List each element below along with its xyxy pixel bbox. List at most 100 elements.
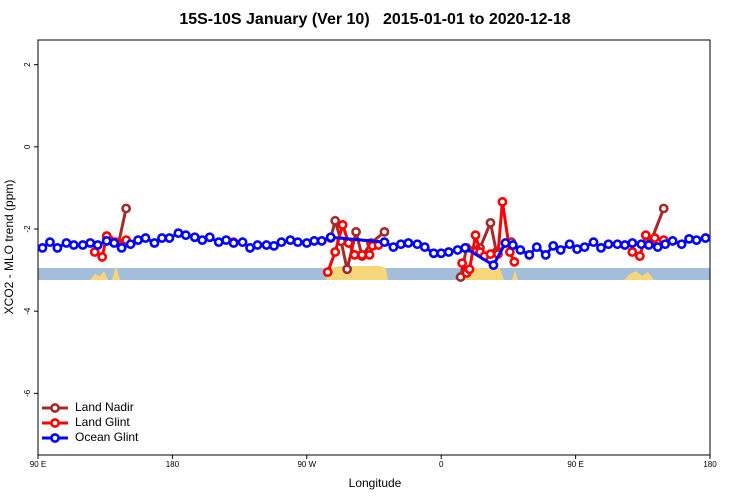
data-point xyxy=(658,203,669,214)
data-point xyxy=(52,243,63,253)
data-point xyxy=(85,238,96,248)
data-point xyxy=(276,237,287,248)
data-point xyxy=(464,264,475,275)
data-point xyxy=(330,247,341,257)
data-point xyxy=(443,247,454,257)
land-shape xyxy=(326,266,388,280)
data-point xyxy=(500,238,511,248)
data-point xyxy=(97,252,108,262)
data-point xyxy=(364,249,375,260)
data-point xyxy=(636,239,647,250)
data-point xyxy=(45,237,55,248)
data-point xyxy=(649,233,660,243)
data-point xyxy=(627,247,638,257)
y-tick-label: 0 xyxy=(23,144,32,149)
data-point xyxy=(548,240,559,251)
x-tick-label: 90 E xyxy=(30,460,46,469)
land-shape xyxy=(112,266,120,280)
data-point xyxy=(351,226,361,237)
data-point xyxy=(488,260,499,271)
data-point xyxy=(109,238,120,248)
data-point xyxy=(564,239,575,250)
data-point xyxy=(116,243,127,253)
data-point xyxy=(619,240,630,250)
data-point xyxy=(457,258,468,269)
data-point xyxy=(228,238,239,248)
data-point xyxy=(197,235,208,246)
data-point xyxy=(403,238,414,248)
data-point xyxy=(101,236,112,246)
data-point xyxy=(460,243,470,253)
data-point xyxy=(667,236,678,246)
data-point xyxy=(125,239,136,250)
data-point xyxy=(149,238,160,248)
data-point xyxy=(485,217,496,228)
data-point xyxy=(325,232,336,243)
data-point xyxy=(322,267,333,278)
y-tick-label: -2 xyxy=(23,225,32,233)
data-point xyxy=(627,238,638,248)
data-point xyxy=(540,249,551,260)
y-axis-title: XCO2 - MLO trend (ppm) xyxy=(2,180,16,315)
chart-title: 15S-10S January (Ver 10) 2015-01-01 to 2… xyxy=(179,11,570,28)
data-point xyxy=(428,248,439,259)
data-point xyxy=(379,237,390,248)
legend-marker xyxy=(50,433,60,443)
data-point xyxy=(509,256,520,267)
data-point xyxy=(379,226,390,237)
data-point xyxy=(140,233,151,243)
data-point xyxy=(640,230,651,241)
data-point xyxy=(357,249,367,260)
legend-label: Land Glint xyxy=(75,415,130,429)
x-tick-label: 180 xyxy=(166,460,180,469)
legend-label: Land Nadir xyxy=(75,400,134,414)
data-point xyxy=(121,203,132,214)
data-point xyxy=(596,243,606,253)
x-tick-label: 90 E xyxy=(567,460,583,469)
data-point xyxy=(452,245,463,255)
data-point xyxy=(531,242,542,252)
data-point xyxy=(237,237,248,248)
data-point xyxy=(603,239,614,250)
data-point xyxy=(180,230,191,241)
x-tick-label: 180 xyxy=(703,460,717,469)
data-point xyxy=(470,230,481,241)
land-shape xyxy=(624,271,654,280)
y-tick-label: -4 xyxy=(23,307,32,315)
data-point xyxy=(292,237,303,248)
data-point xyxy=(579,242,590,252)
data-point xyxy=(204,232,215,243)
data-point xyxy=(61,238,72,248)
data-point xyxy=(164,233,175,243)
data-point xyxy=(507,240,518,250)
data-point xyxy=(524,249,535,260)
data-point xyxy=(419,242,430,252)
data-point xyxy=(245,243,255,253)
data-point xyxy=(555,245,566,255)
data-point xyxy=(652,242,663,252)
y-tick-label: -6 xyxy=(23,389,32,397)
data-point xyxy=(700,233,711,243)
data-point xyxy=(634,251,645,262)
data-point xyxy=(133,235,143,246)
data-point xyxy=(37,243,48,253)
data-point xyxy=(684,233,694,244)
data-point xyxy=(221,235,232,246)
legend-marker xyxy=(50,403,60,413)
data-point xyxy=(388,242,399,252)
data-point xyxy=(252,240,263,250)
data-point xyxy=(213,237,224,248)
surface-band xyxy=(38,266,710,280)
data-point xyxy=(330,215,341,226)
data-point xyxy=(269,240,279,251)
data-point xyxy=(68,240,79,250)
data-point xyxy=(309,236,320,246)
x-axis-title: Longitude xyxy=(349,476,402,490)
data-point xyxy=(643,240,654,250)
x-tick-label: 0 xyxy=(439,460,444,469)
data-point xyxy=(485,249,496,259)
y-tick-label: 2 xyxy=(23,62,32,67)
legend-label: Ocean Glint xyxy=(75,430,139,444)
data-point xyxy=(342,264,353,275)
